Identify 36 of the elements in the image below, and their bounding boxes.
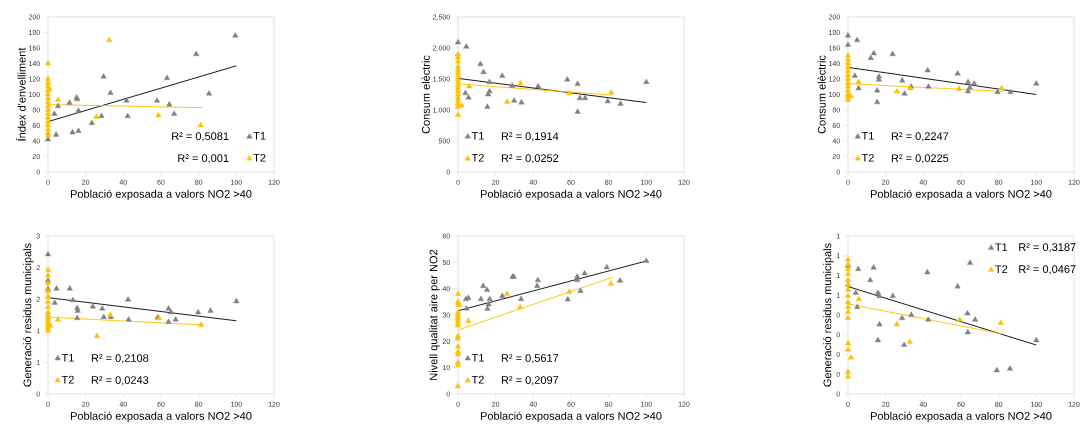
x-axis-title: Població exposada a valors NO2 >40 — [480, 189, 662, 200]
legend-label: T1 — [471, 132, 484, 140]
annotation: R² = 0,2097 — [501, 376, 559, 386]
legend-label: T1 — [61, 353, 74, 362]
legend-label: T2 — [471, 375, 484, 384]
annotation: R² = 0,1914 — [501, 132, 559, 142]
annotation: R² = 0,0225 — [891, 154, 949, 164]
annotation: R² = 0,0467 — [1019, 265, 1076, 275]
legend-label: T1 — [995, 243, 1008, 251]
legend-label: T2 — [861, 153, 874, 162]
legend-label: T2 — [471, 153, 484, 162]
x-axis-title: Població exposada a valors NO2 >40 — [70, 189, 252, 200]
x-axis-title: Població exposada a valors NO2 >40 — [70, 411, 252, 422]
annotation: R² = 0,3187 — [1019, 243, 1076, 253]
y-axis-title: Generació residus municipals — [823, 243, 834, 387]
legend-label: T2 — [253, 153, 266, 162]
y-axis-title: Consum elèctric — [817, 55, 826, 134]
y-axis-title: Generació residus municipals — [23, 243, 34, 387]
annotation: R² = 0,2108 — [91, 354, 149, 364]
x-axis-title: Població exposada a valors NO2 >40 — [870, 189, 1052, 200]
legend-label: T1 — [861, 132, 874, 140]
x-axis-title: Població exposada a valors NO2 >40 — [480, 411, 662, 422]
y-axis-title: Índex d'envelliment — [16, 47, 26, 141]
annotation: R² = 0,0252 — [501, 154, 559, 164]
legend-label: T2 — [61, 375, 74, 384]
annotation: R² = 0,001 — [178, 154, 229, 164]
legend-label: T2 — [995, 265, 1008, 273]
legend-label: T1 — [471, 353, 484, 362]
y-axis-title: Consum elèctric — [421, 55, 430, 134]
annotation: R² = 0,0243 — [91, 376, 149, 386]
y-axis-title: Nivell qualitat aire per NO2 — [429, 249, 440, 380]
annotation: R² = 0,5081 — [172, 132, 229, 142]
annotation: R² = 0,5617 — [501, 354, 559, 364]
legend-label: T1 — [253, 132, 266, 140]
x-axis-title: Població exposada a valors NO2 >40 — [870, 411, 1052, 422]
annotation: R² = 0,2247 — [891, 132, 949, 142]
